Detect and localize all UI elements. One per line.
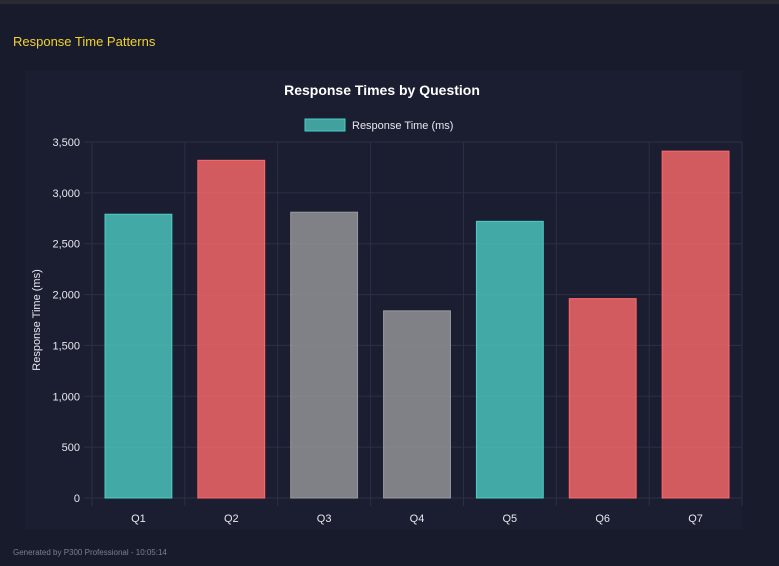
section-title: Response Time Patterns	[13, 34, 156, 49]
x-tick-label: Q3	[317, 513, 332, 525]
bar-q5	[475, 220, 544, 499]
bar-q1	[104, 213, 173, 499]
y-tick-label: 2,500	[52, 239, 80, 251]
y-tick-label: 1,000	[52, 391, 80, 403]
bar-q6	[568, 298, 637, 499]
top-bar	[0, 0, 779, 4]
y-tick-label: 500	[62, 442, 80, 454]
bar-q3	[290, 211, 359, 499]
x-tick-label: Q6	[595, 513, 610, 525]
y-tick-label: 1,500	[52, 340, 80, 352]
bar-q4	[383, 310, 451, 499]
legend-label: Response Time (ms)	[352, 120, 453, 132]
x-tick-label: Q1	[131, 513, 146, 525]
y-tick-label: 0	[74, 493, 80, 505]
y-tick-label: 2,000	[52, 290, 80, 302]
y-tick-label: 3,000	[52, 188, 80, 200]
footer-text: Generated by P300 Professional - 10:05:1…	[13, 548, 167, 557]
x-tick-label: Q5	[503, 513, 518, 525]
y-tick-label: 3,500	[52, 137, 80, 149]
chart-title: Response Times by Question	[284, 82, 480, 98]
y-axis-label: Response Time (ms)	[31, 269, 43, 370]
legend-swatch	[304, 118, 346, 132]
bar-q7	[661, 150, 730, 499]
x-tick-label: Q7	[688, 513, 703, 525]
x-tick-label: Q2	[224, 513, 239, 525]
x-tick-label: Q4	[410, 513, 425, 525]
bar-q2	[197, 159, 266, 499]
